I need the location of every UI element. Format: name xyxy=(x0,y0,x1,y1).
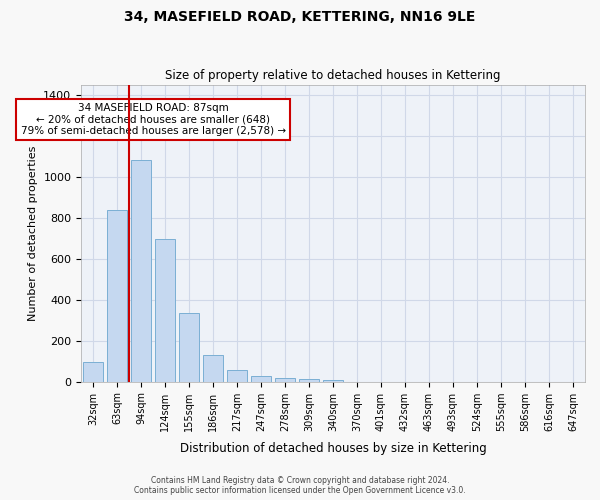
Bar xyxy=(107,210,127,382)
X-axis label: Distribution of detached houses by size in Kettering: Distribution of detached houses by size … xyxy=(179,442,487,455)
Text: 34 MASEFIELD ROAD: 87sqm
← 20% of detached houses are smaller (648)
79% of semi-: 34 MASEFIELD ROAD: 87sqm ← 20% of detach… xyxy=(20,103,286,136)
Bar xyxy=(203,355,223,382)
Bar xyxy=(227,370,247,382)
Bar xyxy=(275,378,295,382)
Title: Size of property relative to detached houses in Kettering: Size of property relative to detached ho… xyxy=(166,69,501,82)
Bar xyxy=(299,379,319,382)
Y-axis label: Number of detached properties: Number of detached properties xyxy=(28,146,38,321)
Bar xyxy=(251,376,271,382)
Bar xyxy=(179,313,199,382)
Bar xyxy=(323,380,343,382)
Bar xyxy=(155,240,175,382)
Bar xyxy=(83,362,103,382)
Text: Contains HM Land Registry data © Crown copyright and database right 2024.
Contai: Contains HM Land Registry data © Crown c… xyxy=(134,476,466,495)
Text: 34, MASEFIELD ROAD, KETTERING, NN16 9LE: 34, MASEFIELD ROAD, KETTERING, NN16 9LE xyxy=(124,10,476,24)
Bar xyxy=(131,160,151,382)
